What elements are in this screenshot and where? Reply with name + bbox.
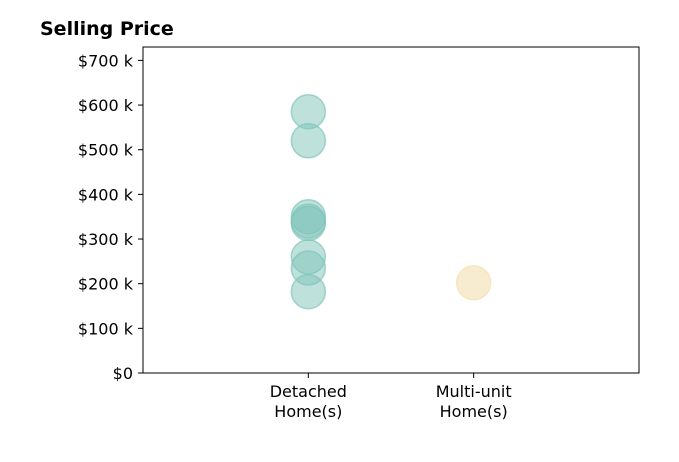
plot-area [290,94,492,310]
y-tick-label: $300 k [78,230,134,249]
axes: $0 $100 k $200 k $300 k $400 k $500 k $600 k $7… [78,51,512,421]
chart-title: Selling Price [40,18,174,40]
y-tick-label: $200 k [78,275,134,294]
x-tick-label: Multi-unit Home(s) [436,382,512,421]
y-tick-label: $500 k [78,141,134,160]
y-tick-label: $100 k [78,319,134,338]
x-tick-label: Detached Home(s) [270,382,347,421]
y-tick-label: $400 k [78,185,134,204]
data-point [290,273,327,310]
data-point [290,123,327,159]
data-point [290,203,327,239]
plot-frame [142,46,640,374]
data-point [455,265,492,301]
y-tick-label: $700 k [78,51,134,70]
y-tick-label: $0 [113,364,133,383]
y-tick-label: $600 k [78,96,134,115]
